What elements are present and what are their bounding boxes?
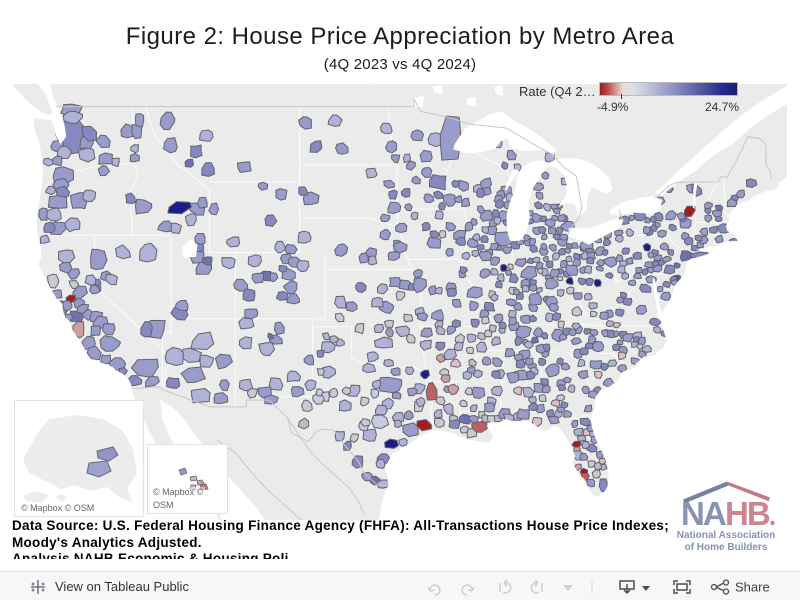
svg-text:NA: NA bbox=[681, 495, 726, 532]
svg-text:HB: HB bbox=[725, 495, 770, 532]
svg-text:Share: Share bbox=[735, 580, 770, 595]
svg-text:of Home Builders: of Home Builders bbox=[685, 542, 768, 553]
svg-text:National Association: National Association bbox=[677, 530, 776, 541]
